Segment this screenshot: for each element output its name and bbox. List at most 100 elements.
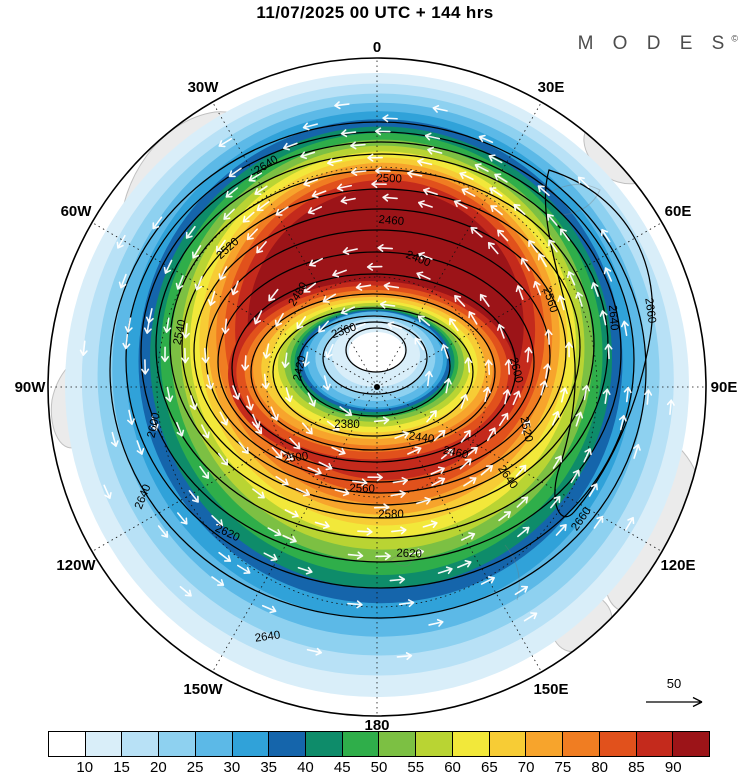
- contour-label: 2640: [254, 629, 281, 644]
- streamline-arrow: [289, 437, 301, 450]
- colorbar-cell: [305, 732, 342, 756]
- lon-label-30w: 30W: [188, 79, 220, 96]
- streamline-arrow: [309, 257, 323, 267]
- lon-label-90e: 90E: [711, 379, 738, 396]
- streamline-arrow: [618, 414, 627, 431]
- contour-line: [297, 315, 451, 417]
- coastline: [544, 184, 601, 216]
- streamline-arrow: [426, 410, 437, 423]
- streamline-arrow: [357, 527, 373, 536]
- streamline-arrow: [261, 604, 277, 614]
- streamline-arrow: [318, 320, 329, 333]
- streamline-arrow: [332, 269, 347, 278]
- streamline-arrow: [414, 337, 425, 351]
- streamline-arrow: [433, 429, 446, 442]
- streamline-arrow: [625, 516, 635, 531]
- streamline-arrow: [181, 347, 190, 364]
- streamline-arrow: [644, 389, 653, 405]
- contour-label: 2500: [282, 450, 309, 465]
- contour-line: [231, 273, 517, 463]
- streamline-arrow: [604, 343, 613, 360]
- colorbar-tick: 35: [260, 759, 277, 776]
- streamline-arrow: [342, 247, 358, 255]
- streamline-arrow: [528, 239, 538, 253]
- streamline-arrow: [489, 187, 503, 197]
- streamline-arrow: [165, 386, 174, 403]
- streamline-arrow: [550, 495, 561, 509]
- streamline-arrow: [486, 427, 497, 442]
- contour-line: [345, 327, 407, 373]
- streamline-arrow: [306, 647, 323, 656]
- streamline-arrow: [575, 411, 584, 427]
- streamline-arrow: [479, 293, 490, 307]
- streamline-arrow: [350, 167, 367, 176]
- streamline-arrow: [512, 390, 521, 406]
- streamline-arrow: [301, 351, 310, 367]
- streamline-arrow: [533, 280, 542, 296]
- streamline-arrow: [194, 275, 203, 291]
- streamline-arrow: [275, 206, 289, 216]
- streamline-arrow: [228, 167, 242, 178]
- streamline-arrow: [185, 225, 196, 239]
- lon-label-60w: 60W: [61, 203, 93, 220]
- streamline-arrow: [157, 525, 169, 538]
- streamline-arrow: [459, 458, 472, 470]
- streamline-arrow: [394, 430, 410, 439]
- streamline-arrow: [351, 322, 366, 332]
- streamline-arrow: [544, 329, 553, 345]
- streamline-arrow: [141, 359, 150, 375]
- streamline-arrow: [230, 280, 239, 296]
- streamline-arrow: [487, 242, 499, 255]
- streamline-arrow: [418, 200, 433, 208]
- contour-line: [140, 141, 622, 563]
- streamline-arrow: [331, 446, 346, 456]
- streamline-arrow: [318, 461, 333, 471]
- streamline-arrows: [79, 101, 675, 661]
- streamline-arrow: [494, 173, 508, 183]
- streamline-arrow: [382, 114, 398, 123]
- streamline-arrow: [465, 446, 478, 458]
- contour-line: [322, 321, 428, 395]
- lon-label-90w: 90W: [15, 379, 47, 396]
- streamline-arrow: [463, 477, 477, 487]
- colorbar-cell: [635, 732, 673, 756]
- contour-line: [193, 208, 567, 494]
- streamline-arrow: [300, 151, 316, 160]
- streamline-arrow: [284, 509, 299, 518]
- streamline-arrow: [422, 187, 438, 196]
- colorbar-cell: [268, 732, 306, 756]
- lon-label-0: 0: [373, 39, 381, 56]
- streamline-arrow: [254, 185, 268, 195]
- colorbar-cell: [598, 732, 636, 756]
- streamline-arrow: [478, 134, 494, 144]
- streamline-arrow: [517, 526, 530, 538]
- streamline-arrow: [488, 154, 503, 164]
- streamline-arrow: [666, 399, 675, 415]
- streamline-arrow: [430, 466, 445, 475]
- colorbar-cell: [158, 732, 195, 756]
- streamline-arrow: [350, 141, 366, 150]
- streamline-arrow: [160, 346, 169, 363]
- colorbar-tick: 10: [76, 759, 94, 776]
- streamline-arrow: [267, 527, 282, 537]
- streamline-arrow: [513, 203, 526, 215]
- streamline-arrow: [221, 318, 230, 335]
- pole-dot: [374, 384, 380, 390]
- coastline: [504, 544, 520, 601]
- contour-label: 2540: [172, 319, 189, 347]
- streamline-arrow: [241, 355, 250, 371]
- contour-line: [250, 293, 496, 451]
- streamline-arrow: [620, 320, 629, 337]
- streamline-arrow: [217, 452, 229, 466]
- streamline-arrow: [262, 343, 271, 359]
- colorbar-cell: [415, 732, 452, 756]
- contour-label: 2620: [396, 548, 422, 561]
- streamline-arrow: [280, 450, 294, 461]
- streamline-arrow: [593, 515, 604, 529]
- streamline-arrow: [537, 253, 548, 268]
- streamline-arrow: [303, 282, 317, 293]
- streamline-arrow: [181, 322, 190, 339]
- colorbar-cell: [49, 732, 85, 756]
- streamline-arrow: [523, 612, 538, 622]
- colorbar-cell: [378, 732, 416, 756]
